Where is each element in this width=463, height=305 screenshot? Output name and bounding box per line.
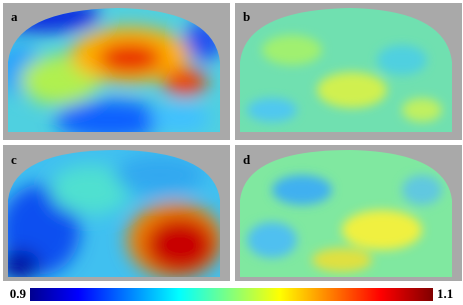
panel-b: b [235,3,462,140]
panel-label: c [11,152,17,167]
panel-label: b [243,9,250,24]
colorbar [30,288,433,301]
panel-label: d [243,152,251,167]
panel-label: a [11,9,18,24]
panel-d: d [235,145,462,281]
panel-a: a [3,3,230,140]
tick-label: 0.9 [10,286,27,301]
panel-c: c [3,145,230,281]
tick-label: 1.1 [437,286,453,301]
